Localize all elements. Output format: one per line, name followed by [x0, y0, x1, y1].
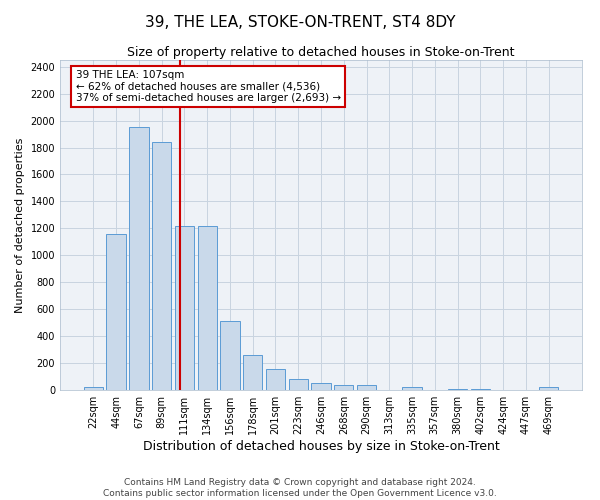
- Title: Size of property relative to detached houses in Stoke-on-Trent: Size of property relative to detached ho…: [127, 46, 515, 59]
- Bar: [175, 226, 194, 390]
- Bar: [243, 355, 262, 390]
- Bar: [106, 234, 126, 390]
- Bar: [311, 384, 331, 390]
- Bar: [539, 388, 558, 390]
- Y-axis label: Number of detached properties: Number of detached properties: [15, 138, 25, 312]
- Bar: [403, 388, 422, 390]
- Text: Contains HM Land Registry data © Crown copyright and database right 2024.
Contai: Contains HM Land Registry data © Crown c…: [103, 478, 497, 498]
- Bar: [152, 142, 172, 390]
- Bar: [334, 386, 353, 390]
- Bar: [266, 369, 285, 390]
- Bar: [197, 226, 217, 390]
- X-axis label: Distribution of detached houses by size in Stoke-on-Trent: Distribution of detached houses by size …: [143, 440, 499, 453]
- Bar: [84, 386, 103, 390]
- Bar: [220, 322, 239, 390]
- Bar: [357, 386, 376, 390]
- Bar: [289, 379, 308, 390]
- Text: 39 THE LEA: 107sqm
← 62% of detached houses are smaller (4,536)
37% of semi-deta: 39 THE LEA: 107sqm ← 62% of detached hou…: [76, 70, 341, 103]
- Bar: [129, 128, 149, 390]
- Text: 39, THE LEA, STOKE-ON-TRENT, ST4 8DY: 39, THE LEA, STOKE-ON-TRENT, ST4 8DY: [145, 15, 455, 30]
